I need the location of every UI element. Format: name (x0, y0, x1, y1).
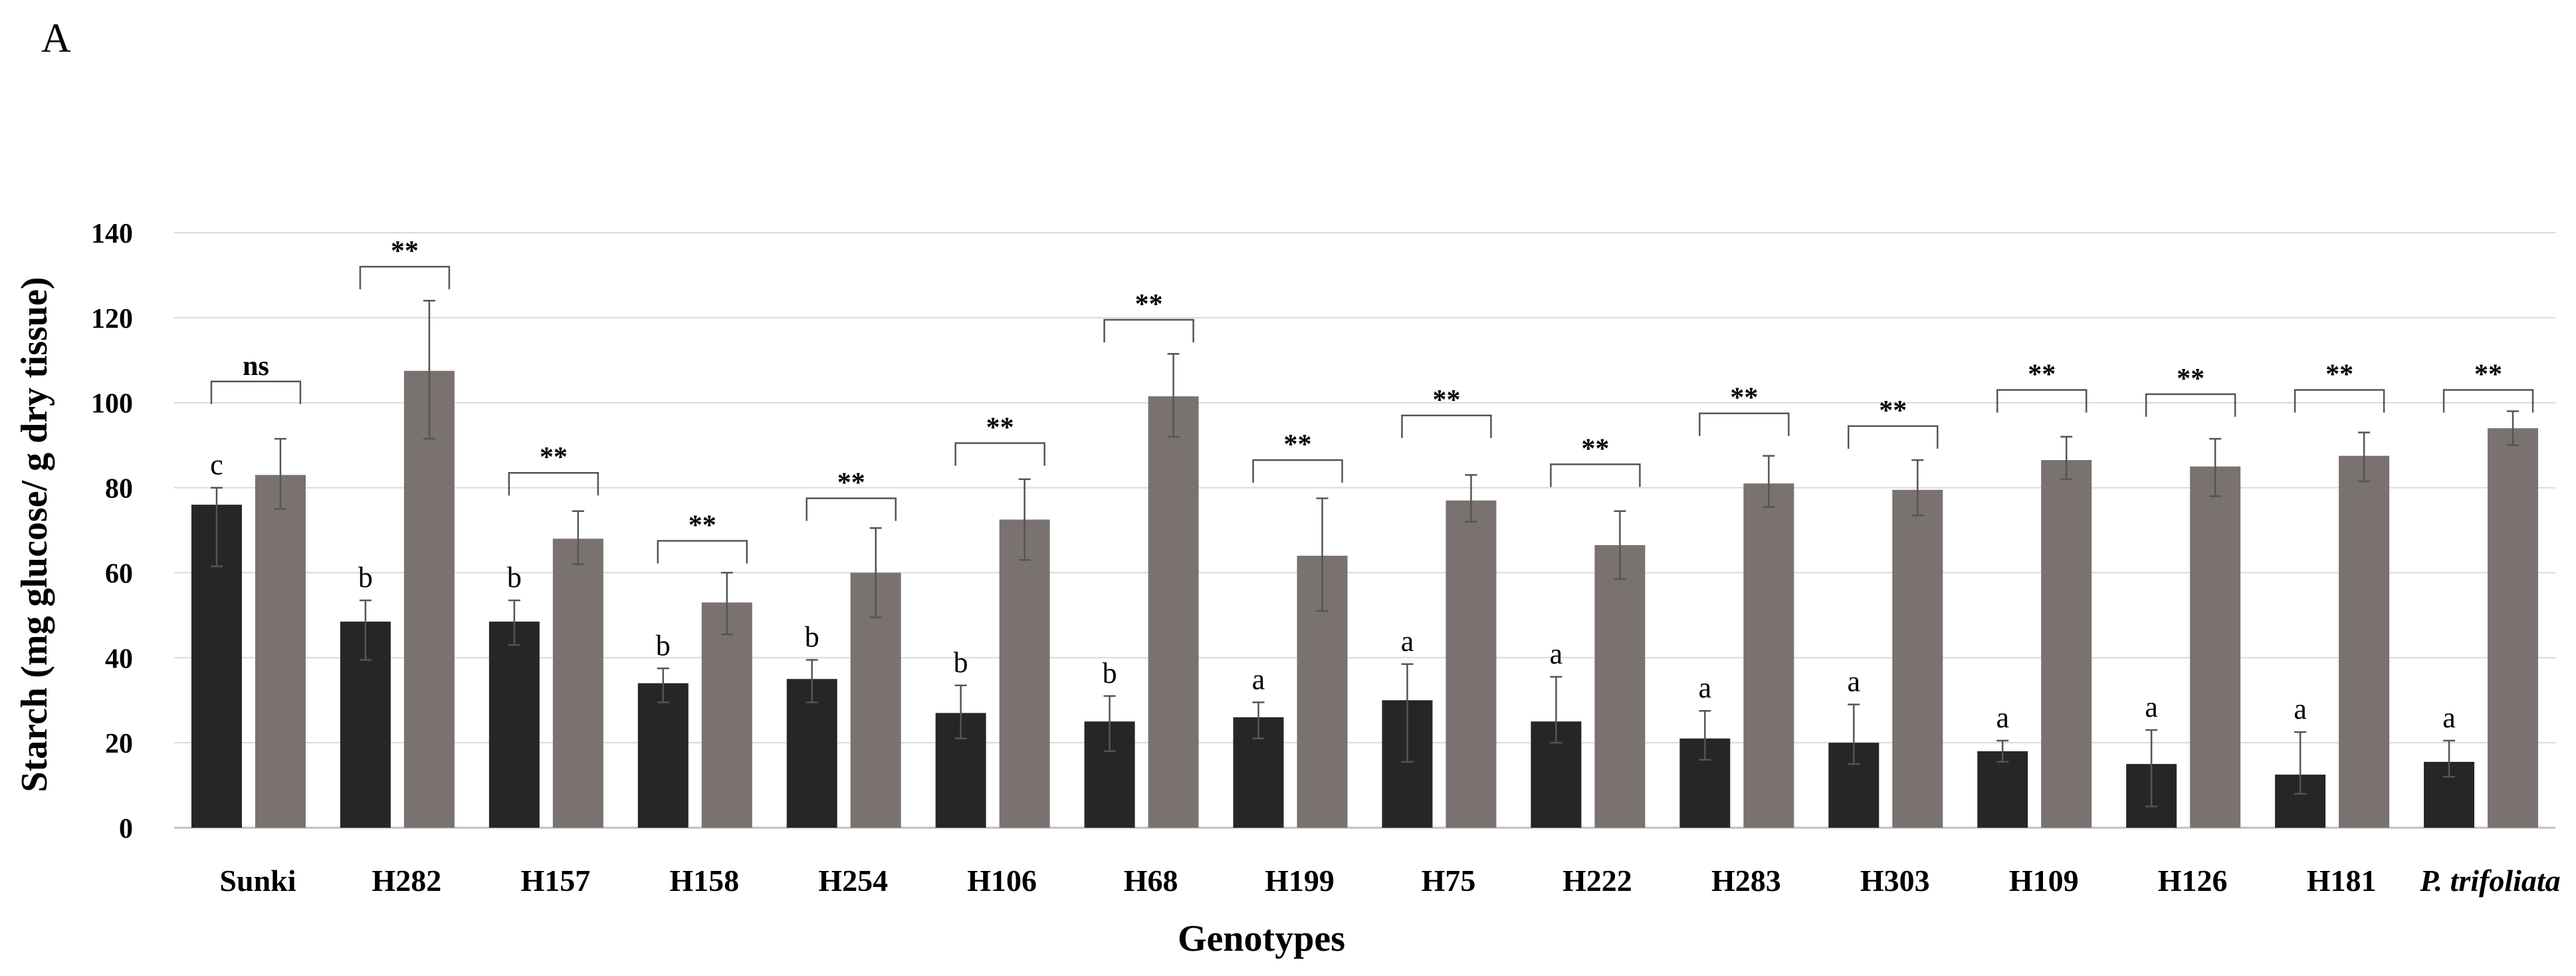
y-tick-label: 60 (105, 558, 133, 589)
significance-label: ** (540, 442, 568, 473)
significance-label: ** (1432, 385, 1460, 416)
y-tick-label: 100 (91, 389, 133, 420)
significance-bracket (2145, 393, 2236, 417)
grey-bar (1594, 545, 1646, 828)
significance-bracket (2294, 389, 2385, 413)
grey-bar (403, 370, 455, 828)
category-label: H181 (2307, 864, 2377, 898)
category-label: P. trifoliata (2419, 864, 2560, 898)
group-letter: a (1996, 701, 2009, 734)
significance-bracket (1550, 463, 1641, 487)
significance-bracket (657, 540, 748, 564)
category-label: H282 (372, 864, 442, 898)
significance-label: ** (2325, 360, 2353, 390)
significance-label: ** (689, 510, 716, 541)
grey-bar (2041, 460, 2092, 828)
y-tick-label: 120 (91, 304, 133, 334)
group-letter: b (507, 561, 522, 594)
significance-bracket (1103, 318, 1194, 343)
significance-bracket (508, 471, 599, 496)
panel-label: A (41, 16, 71, 61)
significance-label: ** (391, 236, 419, 267)
group-letter: c (210, 449, 223, 481)
significance-bracket (954, 442, 1045, 466)
grey-bar (1446, 500, 1497, 828)
category-label: H222 (1562, 864, 1632, 898)
group-letter: a (1252, 663, 1265, 695)
significance-label: ** (1581, 433, 1609, 464)
bars (191, 370, 2539, 828)
y-axis-title: Starch (mg glucose/ g dry tissue) (14, 277, 55, 792)
significance-bracket (2442, 389, 2534, 413)
category-label: H75 (1422, 864, 1476, 898)
y-tick-label: 140 (91, 219, 133, 249)
y-axis-ticks: 0 20 40 60 80 100 120 140 (91, 219, 133, 844)
significance-label: ** (837, 468, 865, 499)
grey-bar (1743, 483, 1794, 828)
significance-label: ** (1135, 289, 1163, 320)
grey-bar (2488, 428, 2539, 828)
dark-bar (488, 621, 540, 828)
annotations: c ns b ** b ** b ** b ** b ** b ** a ** a ** a ** a ** a ** a ** a… (210, 236, 2534, 734)
y-tick-label: 40 (105, 644, 133, 674)
group-letter: a (2442, 701, 2456, 734)
category-label: H68 (1124, 864, 1178, 898)
dark-bar (1977, 751, 2028, 828)
category-label: H303 (1860, 864, 1930, 898)
group-letter: a (1699, 671, 1712, 704)
significance-bracket (210, 380, 302, 404)
grey-bar (255, 475, 306, 828)
significance-label: ** (1730, 383, 1758, 414)
x-axis-title: Genotypes (1178, 918, 1345, 959)
group-letter: a (1550, 638, 1563, 670)
category-label: H106 (967, 864, 1037, 898)
significance-bracket (805, 497, 897, 521)
y-tick-label: 0 (119, 814, 133, 844)
significance-label: ** (2028, 360, 2056, 390)
group-letter: b (358, 561, 373, 594)
significance-bracket (1252, 459, 1343, 483)
grey-bar (2339, 455, 2390, 828)
group-letter: b (805, 620, 819, 653)
group-letter: a (1401, 625, 1414, 658)
group-letter: b (954, 646, 968, 679)
category-label: H157 (520, 864, 590, 898)
category-label: H283 (1711, 864, 1781, 898)
error-bars (210, 300, 2520, 808)
grey-bar (552, 539, 603, 828)
significance-label: ** (2474, 360, 2502, 390)
significance-label: ** (1284, 429, 1312, 460)
grey-bar (1892, 489, 1943, 828)
category-label: H199 (1265, 864, 1335, 898)
significance-bracket (1401, 414, 1492, 438)
category-label: H109 (2009, 864, 2079, 898)
category-label: Sunki (219, 864, 296, 898)
significance-bracket (1848, 425, 1939, 449)
significance-label: ** (986, 412, 1014, 443)
category-label: H158 (669, 864, 739, 898)
grey-bar (2190, 466, 2241, 828)
significance-label: ** (1879, 396, 1907, 426)
significance-bracket (1699, 412, 1790, 436)
grey-bar (701, 602, 752, 828)
category-label: H254 (818, 864, 888, 898)
y-tick-label: 20 (105, 729, 133, 759)
grey-bar (1148, 396, 1199, 828)
grey-bar (999, 519, 1050, 828)
significance-bracket (359, 265, 451, 290)
group-letter: b (656, 629, 671, 662)
group-letter: a (2294, 693, 2307, 725)
group-letter: a (1848, 666, 1861, 698)
dark-bar (786, 679, 837, 828)
significance-bracket (1996, 389, 2088, 413)
significance-label: ** (2177, 364, 2204, 394)
y-tick-label: 80 (105, 474, 133, 505)
group-letter: b (1103, 657, 1117, 689)
category-label: H126 (2158, 864, 2228, 898)
dark-bar (637, 683, 689, 828)
group-letter: a (2145, 691, 2158, 723)
significance-label: ns (243, 351, 269, 382)
x-axis-categories: Sunki H282 H157 H158 H254 H106 H68 H199 H75 H222 H… (219, 864, 2560, 898)
